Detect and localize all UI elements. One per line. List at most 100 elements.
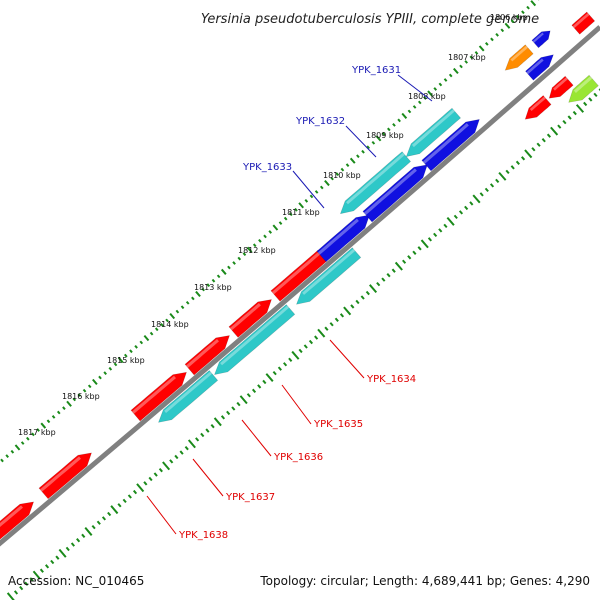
inner-tick-mark bbox=[101, 516, 107, 521]
inner-tick-mark bbox=[288, 357, 293, 362]
inner-tick-mark bbox=[195, 437, 200, 442]
outer-tick-mark bbox=[464, 60, 468, 64]
outer-tick-mark bbox=[258, 238, 262, 243]
outer-tick-mark bbox=[246, 246, 253, 253]
gene-label-leader bbox=[292, 170, 325, 209]
inner-tick-mark bbox=[588, 97, 593, 102]
gene-arrow-lime-shade bbox=[573, 76, 593, 93]
outer-tick-mark bbox=[345, 163, 350, 168]
inner-tick-mark bbox=[376, 281, 381, 287]
gene-arrow-red-edge bbox=[571, 11, 596, 35]
inner-tick-mark bbox=[550, 126, 559, 136]
inner-tick-mark bbox=[110, 505, 119, 515]
inner-tick-mark bbox=[283, 362, 288, 367]
tick-label: 1814 kbp bbox=[151, 320, 189, 329]
outer-tick-mark bbox=[319, 185, 324, 190]
outer-tick-mark bbox=[412, 105, 417, 109]
inner-tick-mark bbox=[24, 581, 29, 586]
gene-label: YPK_1631 bbox=[351, 65, 401, 76]
gene-arrow-ypk-1637 bbox=[130, 371, 187, 422]
gene-arrow-cyan-1-shade bbox=[164, 371, 213, 413]
outer-tick-mark bbox=[211, 278, 216, 283]
outer-tick-mark bbox=[201, 287, 205, 292]
outer-tick-mark bbox=[26, 436, 30, 441]
outer-tick-mark bbox=[62, 406, 66, 411]
inner-tick-mark bbox=[334, 317, 339, 322]
gene-arrow-cyan-5-shade bbox=[411, 109, 455, 148]
tick-label: 1807 kbp bbox=[448, 53, 486, 62]
gene-label: YPK_1633 bbox=[242, 162, 292, 173]
outer-tick-mark bbox=[530, 0, 537, 7]
inner-tick-mark bbox=[420, 239, 429, 249]
outer-tick-mark bbox=[185, 300, 190, 305]
inner-tick-mark bbox=[122, 498, 127, 504]
inner-tick-mark bbox=[148, 476, 153, 482]
outer-tick-mark bbox=[283, 216, 288, 221]
inner-tick-mark bbox=[81, 533, 86, 539]
outer-tick-mark bbox=[448, 73, 453, 78]
inner-tick-mark bbox=[339, 313, 345, 318]
inner-tick-mark bbox=[417, 246, 422, 251]
inner-tick-mark bbox=[91, 524, 96, 530]
inner-tick-mark bbox=[236, 401, 241, 407]
outer-tick-mark bbox=[82, 388, 87, 393]
inner-tick-mark bbox=[265, 373, 274, 382]
outer-tick-mark bbox=[206, 283, 211, 288]
outer-tick-mark bbox=[31, 432, 35, 437]
inner-tick-mark bbox=[510, 165, 515, 170]
outer-tick-mark bbox=[289, 212, 293, 217]
gene-arrow-red-inner-1-shade bbox=[529, 96, 546, 111]
outer-tick-mark bbox=[349, 157, 356, 164]
inner-tick-mark bbox=[200, 432, 205, 438]
inner-tick-mark bbox=[84, 527, 93, 536]
inner-tick-mark bbox=[272, 370, 277, 376]
outer-tick-mark bbox=[143, 334, 150, 342]
outer-tick-mark bbox=[423, 96, 427, 100]
inner-tick-mark bbox=[402, 259, 407, 264]
outer-tick-mark bbox=[526, 5, 530, 10]
inner-tick-mark bbox=[536, 142, 541, 147]
gene-arrow-cyan-2 bbox=[214, 304, 296, 376]
outer-tick-mark bbox=[232, 261, 236, 265]
gene-label-leader bbox=[345, 125, 377, 158]
outer-tick-mark bbox=[314, 190, 319, 194]
outer-tick-mark bbox=[371, 140, 376, 145]
gene-arrow-ypk-1639 bbox=[0, 501, 35, 540]
inner-tick-mark bbox=[443, 223, 448, 229]
inner-tick-mark bbox=[291, 350, 300, 360]
outer-tick-mark bbox=[304, 198, 309, 203]
outer-tick-mark bbox=[92, 378, 98, 386]
gene-arrow-ypk-1631 bbox=[421, 119, 480, 172]
accession-text: Accession: NC_010465 bbox=[8, 574, 145, 588]
gene-arrow-ypk-1633-shade bbox=[317, 218, 359, 255]
inner-tick-mark bbox=[546, 133, 552, 138]
gene-arrow-ypk-1639-shade bbox=[0, 505, 23, 527]
gene-arrow-cyan-3-shade bbox=[302, 248, 356, 295]
inner-tick-mark bbox=[29, 577, 34, 582]
outer-tick-mark bbox=[427, 90, 433, 97]
inner-tick-mark bbox=[169, 459, 174, 464]
inner-tick-mark bbox=[179, 450, 184, 455]
outer-tick-mark bbox=[356, 154, 360, 159]
gene-arrow-cyan-1 bbox=[158, 370, 219, 423]
inner-tick-mark bbox=[583, 101, 588, 107]
inner-tick-mark bbox=[593, 92, 598, 98]
outer-tick-mark bbox=[397, 118, 401, 123]
outer-tick-mark bbox=[108, 366, 113, 371]
inner-tick-mark bbox=[472, 194, 481, 204]
outer-tick-mark bbox=[36, 428, 40, 432]
gene-arrow-ypk-1636 bbox=[184, 335, 230, 376]
inner-tick-mark bbox=[314, 335, 319, 340]
gene-label-leader bbox=[397, 74, 433, 102]
inner-tick-mark bbox=[32, 570, 41, 580]
gene-arrow-ypk-1638 bbox=[38, 452, 92, 500]
inner-tick-mark bbox=[58, 548, 67, 558]
inner-tick-mark bbox=[184, 446, 189, 451]
inner-tick-mark bbox=[117, 503, 122, 508]
gene-arrow-blue-tiny bbox=[531, 30, 551, 49]
inner-tick-mark bbox=[407, 255, 412, 260]
gene-arrow-cyan-4 bbox=[339, 151, 412, 215]
gene-arrow-ypk-1632-shade bbox=[363, 168, 417, 215]
gene-arrow-ypk-1637-shade bbox=[132, 375, 176, 414]
